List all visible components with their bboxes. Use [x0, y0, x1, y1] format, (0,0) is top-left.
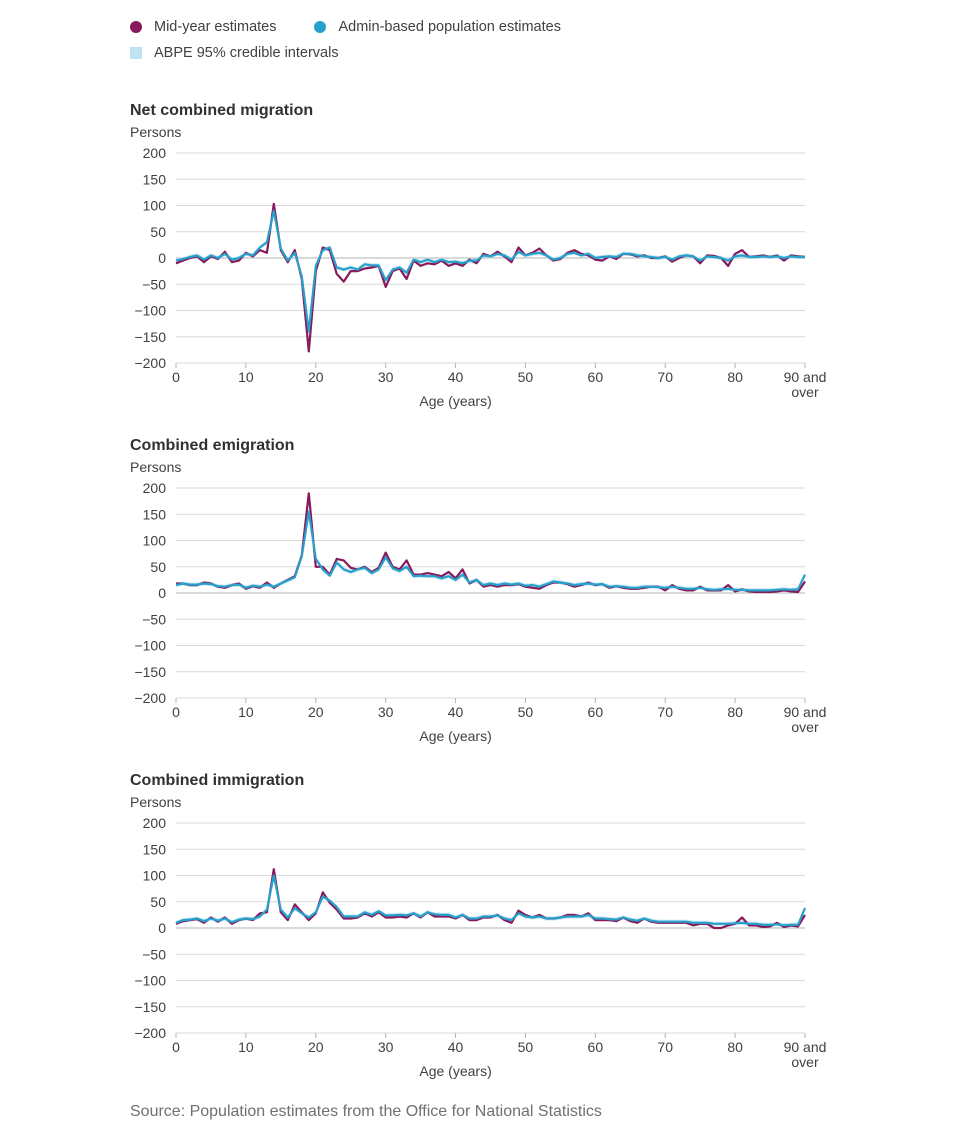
y-tick-label: 50 [150, 894, 166, 910]
x-tick-label: 70 [657, 369, 673, 385]
ci-band [176, 509, 805, 593]
x-tick-label: 20 [308, 704, 324, 720]
x-axis-title: Age (years) [419, 728, 491, 744]
legend-row-ci: ABPE 95% credible intervals [130, 42, 830, 64]
legend-item-abpe[interactable]: Admin-based population estimates [314, 19, 561, 35]
legend-marker-mye [130, 21, 142, 33]
x-tick-label: over [791, 384, 819, 400]
x-tick-label: 70 [657, 704, 673, 720]
chart-plot-emigration: 200 150 100 50 0 −50 −100 −150 −200 0 10 20 30 40 50 60… [134, 480, 827, 744]
x-tick-label: 10 [238, 1039, 254, 1055]
y-tick-label: −200 [134, 690, 166, 706]
x-tick-label: 90 and [784, 704, 827, 720]
y-tick-label: −200 [134, 1025, 166, 1041]
y-tick-label: 0 [158, 585, 166, 601]
x-tick-label: 60 [588, 1039, 604, 1055]
y-axis-unit-label: Persons [130, 459, 182, 475]
legend-marker-abpe [314, 21, 327, 33]
y-tick-label: −50 [142, 611, 166, 627]
x-tick-label: over [791, 719, 819, 735]
x-tick-label: 30 [378, 1039, 394, 1055]
x-tick-label: 70 [657, 1039, 673, 1055]
y-tick-label: 100 [143, 198, 167, 214]
x-tick-label: 90 and [784, 369, 827, 385]
chart-plot-immigration: 200 150 100 50 0 −50 −100 −150 −200 0 10 20 30 40 50 60… [134, 815, 827, 1079]
chart-panel-net-migration: Net combined migration Persons 200 150 100… [130, 101, 850, 416]
series-line-abpe [175, 874, 807, 927]
y-tick-label: 50 [150, 224, 166, 240]
y-tick-label: −150 [134, 999, 166, 1015]
y-tick-label: 150 [143, 841, 167, 857]
legend-marker-ci [130, 47, 142, 59]
legend-label-ci: ABPE 95% credible intervals [154, 45, 339, 61]
legend-item-mye[interactable]: Mid-year estimates [130, 19, 276, 35]
chart-title: Combined emigration [130, 437, 295, 454]
ci-band [176, 873, 805, 928]
y-tick-label: 100 [143, 868, 167, 884]
x-tick-label: 80 [727, 369, 743, 385]
legend-label-abpe: Admin-based population estimates [338, 19, 561, 35]
x-tick-label: 50 [518, 369, 534, 385]
x-tick-label: 60 [588, 369, 604, 385]
y-tick-label: −50 [142, 276, 166, 292]
legend: Mid-year estimates Admin-based populatio… [130, 16, 830, 68]
x-tick-label: 50 [518, 1039, 534, 1055]
legend-label-mye: Mid-year estimates [154, 19, 277, 35]
y-tick-label: 200 [143, 145, 167, 161]
y-tick-label: −100 [134, 303, 166, 319]
chart-panel-emigration: Combined emigration Persons 200 150 100 50 0… [130, 436, 850, 751]
source-note: Source: Population estimates from the Of… [130, 1103, 602, 1120]
y-tick-label: −100 [134, 973, 166, 989]
chart-title: Combined immigration [130, 772, 305, 789]
y-tick-label: 150 [143, 171, 167, 187]
x-tick-label: 30 [378, 704, 394, 720]
y-tick-label: 200 [143, 480, 167, 496]
x-tick-label: 0 [172, 704, 180, 720]
x-axis-title: Age (years) [419, 1063, 491, 1079]
y-axis-unit-label: Persons [130, 124, 182, 140]
x-tick-label: 60 [588, 704, 604, 720]
y-tick-label: −50 [142, 946, 166, 962]
series-line-abpe [175, 510, 806, 592]
series-line-abpe [175, 209, 805, 333]
chart-title: Net combined migration [130, 102, 314, 119]
x-tick-label: 40 [448, 704, 464, 720]
x-tick-label: 50 [518, 704, 534, 720]
y-tick-label: 200 [143, 815, 167, 831]
x-axis-title: Age (years) [419, 393, 491, 409]
chart-plot-net-migration: 200 150 100 50 0 −50 −100 −150 −200 0 10 20 30 40 50 60… [134, 145, 827, 409]
x-tick-label: 40 [448, 1039, 464, 1055]
series-line-mye [175, 868, 806, 930]
x-tick-label: 20 [308, 369, 324, 385]
x-tick-label: 20 [308, 1039, 324, 1055]
y-tick-label: −150 [134, 329, 166, 345]
x-tick-label: 0 [172, 369, 180, 385]
x-tick-label: over [791, 1054, 819, 1070]
chart-panel-immigration: Combined immigration Persons 200 150 100 50… [130, 771, 850, 1086]
y-tick-label: 150 [143, 506, 167, 522]
x-tick-label: 30 [378, 369, 394, 385]
y-tick-label: 100 [143, 533, 167, 549]
x-tick-label: 80 [727, 1039, 743, 1055]
x-tick-label: 10 [238, 704, 254, 720]
y-tick-label: −100 [134, 638, 166, 654]
y-axis-unit-label: Persons [130, 794, 182, 810]
y-tick-label: 0 [158, 250, 166, 266]
y-tick-label: −150 [134, 664, 166, 680]
x-tick-label: 0 [172, 1039, 180, 1055]
x-tick-label: 90 and [784, 1039, 827, 1055]
y-tick-label: 50 [150, 559, 166, 575]
x-tick-label: 40 [448, 369, 464, 385]
y-tick-label: 0 [158, 920, 166, 936]
legend-item-ci[interactable]: ABPE 95% credible intervals [130, 45, 339, 61]
legend-row-series: Mid-year estimates Admin-based populatio… [130, 16, 830, 38]
x-tick-label: 10 [238, 369, 254, 385]
y-tick-label: −200 [134, 355, 166, 371]
x-tick-label: 80 [727, 704, 743, 720]
series-line-mye [176, 492, 806, 594]
